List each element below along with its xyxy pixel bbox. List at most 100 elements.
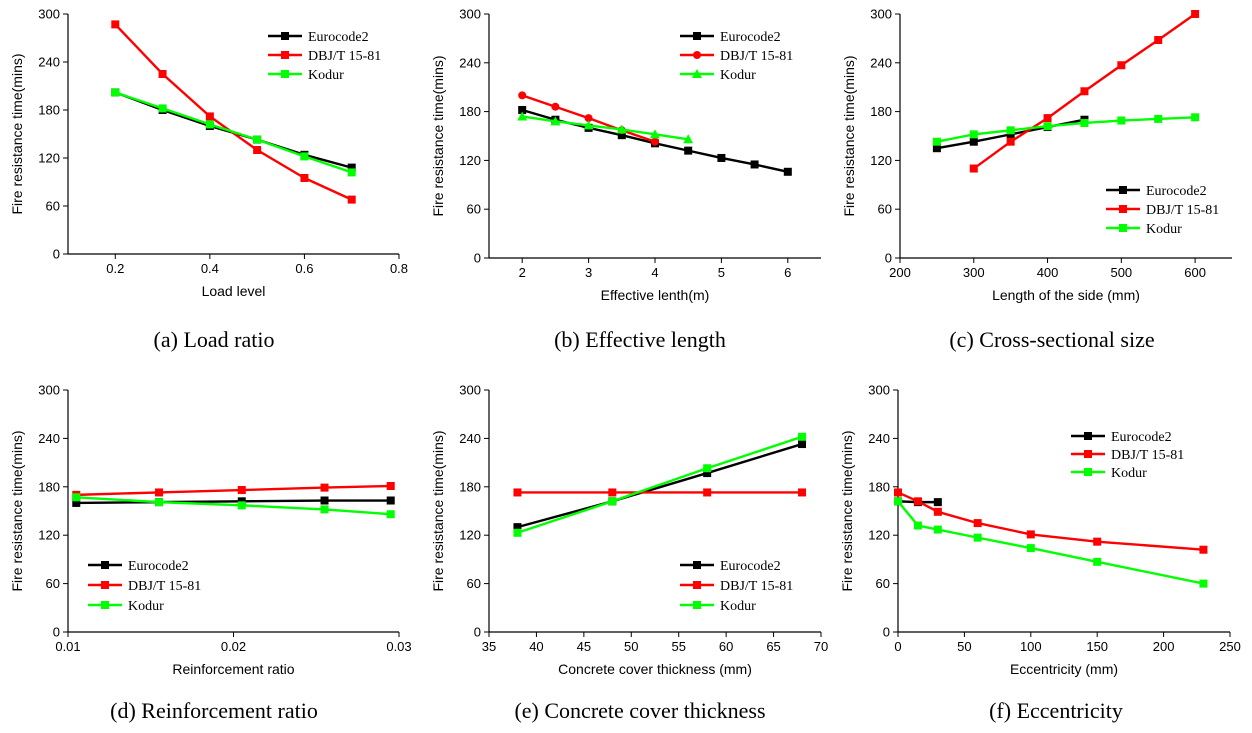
legend-label: Kodur xyxy=(720,68,756,83)
legend-marker xyxy=(1084,468,1092,476)
data-point xyxy=(72,493,81,502)
data-point xyxy=(347,163,356,172)
y-tick-label: 120 xyxy=(870,153,892,168)
data-point xyxy=(551,102,560,111)
series-line xyxy=(522,115,689,141)
data-point xyxy=(932,144,941,153)
y-tick-label: 300 xyxy=(459,383,481,398)
chart-panel-3: 200 300 400 500 600 0 60 120 180 240 300 Length of … xyxy=(841,7,1232,352)
chart-panel-5: 35 40 45 50 55 60 65 70 0 60 120 180 240 300 Concrete … xyxy=(430,383,828,724)
series-kodur xyxy=(111,88,356,177)
data-point xyxy=(584,114,593,123)
data-point xyxy=(973,533,982,542)
x-tick-label: 55 xyxy=(671,639,685,654)
legend-label: DBJ/T 15-81 xyxy=(128,579,201,594)
series-line xyxy=(517,442,803,529)
y-tick-label: 0 xyxy=(474,251,481,266)
legend-marker xyxy=(1119,205,1127,213)
data-point xyxy=(894,488,902,497)
data-point xyxy=(703,488,712,497)
data-point xyxy=(651,137,659,146)
series-kodur xyxy=(894,497,1208,588)
data-point xyxy=(933,525,942,534)
data-point xyxy=(717,153,726,162)
panel-caption: (d) Reinforcement ratio xyxy=(110,698,318,723)
series-dbj-t-15-81 xyxy=(894,488,1208,554)
x-tick-label: 0.4 xyxy=(201,261,219,276)
series-dbj-t-15-81 xyxy=(969,10,1200,173)
data-point xyxy=(237,486,246,495)
legend-marker xyxy=(693,32,701,40)
y-tick-label: 60 xyxy=(467,202,481,217)
data-point xyxy=(518,105,527,114)
legend-label: Kodur xyxy=(1111,466,1147,481)
data-point xyxy=(237,497,246,506)
data-point xyxy=(1191,10,1200,18)
data-point xyxy=(608,488,617,497)
y-axis-label: Fire resistance time(mins) xyxy=(839,430,855,591)
data-point xyxy=(155,498,164,507)
y-tick-label: 300 xyxy=(38,7,60,22)
x-axis-label: Length of the side (mm) xyxy=(992,287,1140,303)
x-tick-label: 600 xyxy=(1184,265,1206,280)
data-point xyxy=(1154,114,1163,123)
y-tick-label: 300 xyxy=(459,7,481,22)
data-point xyxy=(1093,557,1102,566)
y-tick-label: 0 xyxy=(53,247,60,262)
legend-marker xyxy=(281,51,289,59)
series-line xyxy=(76,484,391,497)
x-tick-label: 5 xyxy=(718,265,725,280)
legend-label: Eurocode2 xyxy=(1111,430,1172,445)
legend-label: Eurocode2 xyxy=(720,559,781,574)
legend: Eurocode2 DBJ/T 15-81 Kodur xyxy=(680,30,793,83)
series-dbj-t-15-81 xyxy=(72,481,395,499)
panel-caption: (b) Effective length xyxy=(554,327,726,352)
panel-caption: (e) Concrete cover thickness xyxy=(514,698,765,723)
data-point xyxy=(1117,61,1126,70)
data-point xyxy=(583,120,594,130)
x-tick-label: 6 xyxy=(784,265,791,280)
x-tick-label: 0.02 xyxy=(221,639,246,654)
data-point xyxy=(933,498,942,507)
legend: Eurocode2 DBJ/T 15-81 Kodur xyxy=(1106,184,1219,237)
data-point xyxy=(320,496,329,505)
y-axis-label: Fire resistance time(mins) xyxy=(841,55,857,216)
data-point xyxy=(253,146,262,154)
data-point xyxy=(205,112,214,121)
data-point xyxy=(783,167,792,176)
chart-panel-1: 0.2 0.4 0.6 0.8 0 60 120 180 240 300 Load level Fir… xyxy=(9,7,408,353)
panel-caption: (c) Cross-sectional size xyxy=(949,327,1154,352)
data-point xyxy=(798,440,807,449)
data-point xyxy=(969,137,978,146)
data-point xyxy=(798,432,807,441)
y-tick-label: 0 xyxy=(885,251,892,266)
y-tick-label: 60 xyxy=(467,576,481,591)
data-point xyxy=(205,120,214,129)
x-tick-label: 65 xyxy=(766,639,780,654)
data-point xyxy=(703,469,712,478)
y-tick-label: 120 xyxy=(38,151,60,166)
data-point xyxy=(386,496,395,505)
legend-label: DBJ/T 15-81 xyxy=(1111,448,1184,463)
y-tick-label: 180 xyxy=(38,103,60,118)
y-tick-label: 300 xyxy=(38,383,60,398)
panel-caption: (a) Load ratio xyxy=(154,327,275,352)
legend-marker xyxy=(692,69,702,78)
y-tick-label: 180 xyxy=(870,104,892,119)
y-tick-label: 300 xyxy=(870,7,892,22)
data-point xyxy=(969,164,978,173)
data-point xyxy=(300,174,309,182)
x-axis-label: Concrete cover thickness (mm) xyxy=(558,661,752,677)
data-point xyxy=(650,129,660,139)
data-point xyxy=(1154,36,1163,45)
x-tick-label: 0.8 xyxy=(390,261,408,276)
x-tick-label: 60 xyxy=(719,639,733,654)
y-tick-label: 180 xyxy=(868,479,890,494)
data-point xyxy=(1191,113,1200,122)
data-point xyxy=(683,134,694,144)
legend: Eurocode2 DBJ/T 15-81 Kodur xyxy=(680,559,793,614)
y-tick-label: 300 xyxy=(868,383,890,398)
series-kodur xyxy=(72,493,395,519)
legend-marker xyxy=(101,581,109,589)
y-tick-label: 0 xyxy=(53,625,60,640)
